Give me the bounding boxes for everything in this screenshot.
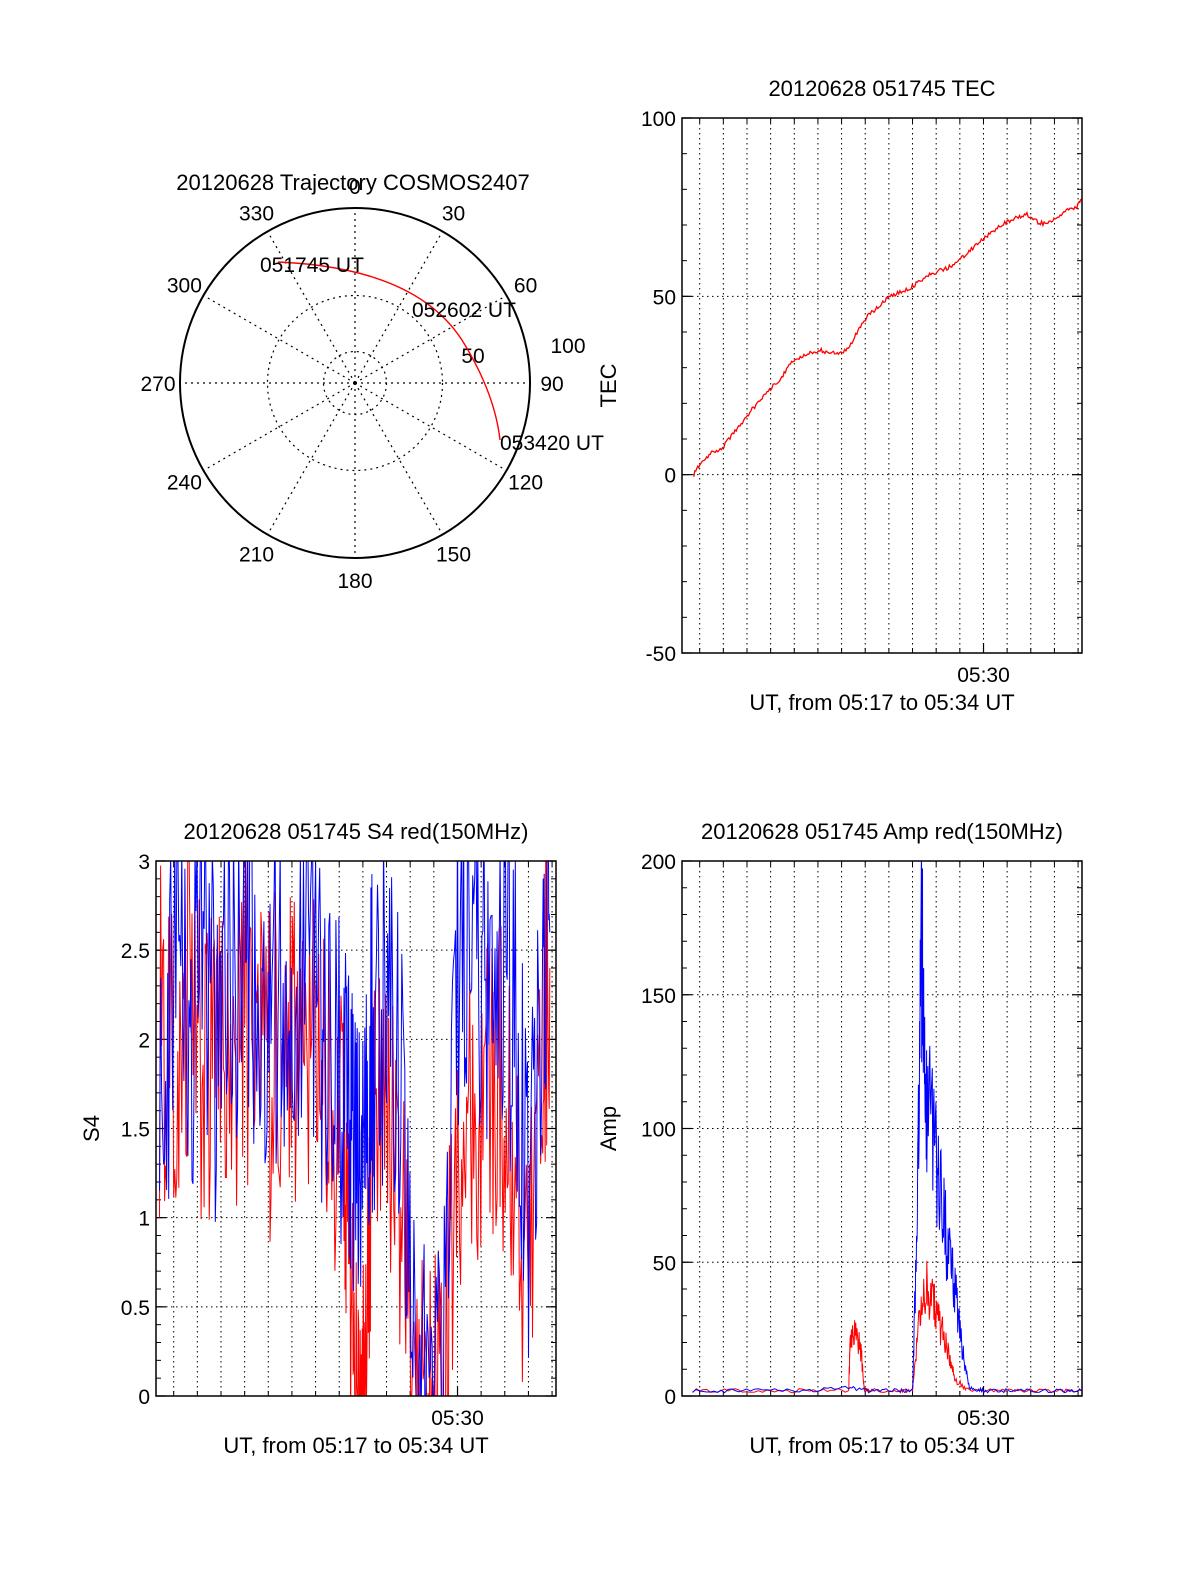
y-tick-label: 100 <box>641 1119 676 1142</box>
s4-panel: 20120628 051745 S4 red(150MHz) 0 0.5 1 1.5 2 2… <box>79 819 557 1458</box>
y-tick-label: 0.5 <box>121 1297 150 1320</box>
plot-frame <box>155 860 557 1397</box>
y-tick-label: 1.5 <box>121 1119 150 1142</box>
series-line-blue <box>692 861 1082 1394</box>
x-tick-label: 05:30 <box>957 1407 1010 1430</box>
gridlines <box>682 861 1082 1396</box>
y-tick-label: 200 <box>641 851 676 874</box>
polar-angle-label: 30 <box>442 202 465 225</box>
polar-spoke-300 <box>203 294 356 384</box>
x-tick-label: 05:30 <box>431 1407 484 1430</box>
y-tick-label: 0 <box>138 1386 150 1409</box>
chart-title: 20120628 051745 S4 red(150MHz) <box>184 819 529 844</box>
y-tick-label: 50 <box>653 1252 676 1275</box>
plot-frame <box>681 860 1083 1397</box>
polar-spoke-150 <box>354 382 444 535</box>
series-line-red <box>693 198 1082 477</box>
polar-outer-ring <box>179 207 531 559</box>
series-group <box>693 198 1082 477</box>
series-line-red <box>692 1260 1082 1394</box>
polar-radial-label: 50 <box>461 345 484 368</box>
plot-frame <box>681 117 1083 654</box>
polar-spoke-30 <box>354 231 444 384</box>
y-tick-label: 2 <box>138 1029 150 1052</box>
polar-angle-label: 0 <box>349 176 361 199</box>
polar-angle-label: 300 <box>167 275 202 298</box>
polar-spoke-210 <box>266 382 356 535</box>
polar-annotation: 052602 UT <box>412 299 516 322</box>
polar-angle-label: 240 <box>167 472 202 495</box>
polar-angle-label: 270 <box>140 373 175 396</box>
polar-annotation: 053420 UT <box>500 432 604 455</box>
y-tick-label: 50 <box>653 286 676 309</box>
y-tick-label: 1 <box>138 1208 150 1231</box>
polar-trajectory-line <box>277 261 501 441</box>
polar-spoke-240 <box>203 382 356 472</box>
polar-spoke-330 <box>266 231 356 384</box>
y-tick-label: 0 <box>664 1386 676 1409</box>
gridlines <box>682 118 1082 653</box>
series-line-blue <box>159 861 551 1396</box>
x-tick-label: 05:30 <box>957 664 1010 687</box>
polar-angle-label: 150 <box>436 544 471 567</box>
polar-angle-label: 210 <box>239 544 274 567</box>
polar-annotation: 051745 UT <box>260 254 364 277</box>
x-axis-label: UT, from 05:17 to 05:34 UT <box>223 1433 488 1458</box>
y-axis-label: S4 <box>79 1115 104 1142</box>
trajectory-polar-panel: 20120628 Trajectory COSMOS2407 0 30 60 90 12… <box>140 170 604 593</box>
y-axis-label: Amp <box>596 1106 621 1151</box>
amp-panel: 20120628 051745 Amp red(150MHz) 0 50 100 150… <box>596 819 1083 1458</box>
y-tick-label: 100 <box>641 108 676 131</box>
polar-spoke-60 <box>354 294 507 384</box>
polar-spoke-120 <box>354 382 507 472</box>
polar-angle-label: 60 <box>514 275 537 298</box>
polar-radial-label: 100 <box>550 335 585 358</box>
series-group <box>692 861 1082 1394</box>
y-tick-label: 3 <box>138 851 150 874</box>
series-group <box>159 861 551 1396</box>
polar-dotted-ring-0 <box>266 294 444 472</box>
y-tick-label: -50 <box>646 643 676 666</box>
tec-panel: 20120628 051745 TEC -50 0 50 100 05:30 UT, fro… <box>596 76 1083 715</box>
chart-title: 20120628 051745 Amp red(150MHz) <box>701 819 1063 844</box>
polar-title: 20120628 Trajectory COSMOS2407 <box>176 170 529 195</box>
y-tick-label: 2.5 <box>121 940 150 963</box>
polar-angle-label: 120 <box>508 472 543 495</box>
x-axis-label: UT, from 05:17 to 05:34 UT <box>749 1433 1014 1458</box>
polar-angle-label: 180 <box>337 570 372 593</box>
y-tick-label: 0 <box>664 465 676 488</box>
x-axis-label: UT, from 05:17 to 05:34 UT <box>749 690 1014 715</box>
y-tick-label: 150 <box>641 985 676 1008</box>
chart-title: 20120628 051745 TEC <box>768 76 995 101</box>
y-axis-label: TEC <box>596 363 621 407</box>
polar-angle-label: 330 <box>239 202 274 225</box>
polar-angle-label: 90 <box>540 373 563 396</box>
